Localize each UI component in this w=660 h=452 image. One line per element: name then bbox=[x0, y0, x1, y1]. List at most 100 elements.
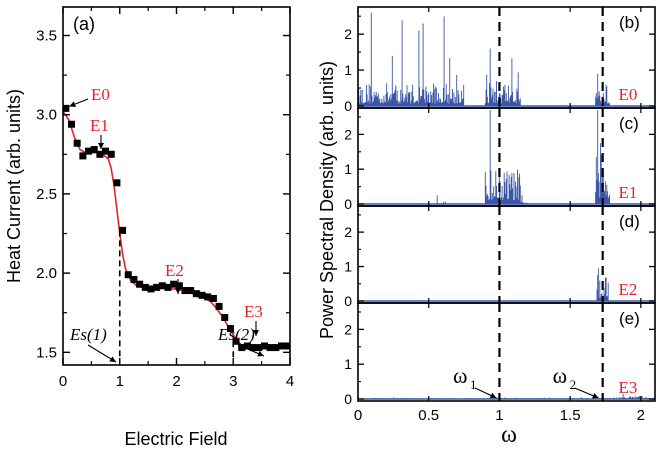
data-point bbox=[102, 147, 110, 155]
data-point bbox=[153, 283, 161, 291]
x-tick-label: 0 bbox=[354, 407, 362, 424]
arrow-e3-head bbox=[253, 330, 259, 336]
annotation-e1: E1 bbox=[90, 116, 109, 135]
panel-d: 0 1 2 (d) E2 bbox=[344, 205, 656, 309]
panel-a-data-layer bbox=[63, 104, 290, 361]
data-point bbox=[119, 226, 127, 234]
y-tick-label: 1 bbox=[344, 259, 352, 275]
panel-a-label: (a) bbox=[73, 14, 95, 34]
arrow-e2-head bbox=[175, 288, 181, 294]
panel-a-x-axis-title: Electric Field bbox=[124, 429, 227, 449]
psd-panels: 0 1 2 (b) E0 0 1 2 (c) E1 0 1 2 (d) E2 0 1 2 (e) E3 0 0.5 1 1.5… bbox=[344, 6, 656, 424]
panel-b-series-label: E0 bbox=[619, 85, 638, 104]
y-tick-label: 0 bbox=[344, 293, 352, 309]
data-point bbox=[175, 282, 183, 290]
panel-e-spectrum bbox=[358, 393, 655, 400]
x-tick-label: 0.5 bbox=[418, 407, 439, 424]
panel-d-label: (d) bbox=[619, 212, 640, 231]
arrow-es2 bbox=[237, 344, 265, 357]
data-point bbox=[158, 282, 166, 290]
omega1-label: ω bbox=[453, 363, 467, 388]
arrow-e3 bbox=[253, 321, 259, 336]
annotation-e2: E2 bbox=[165, 261, 184, 280]
data-point bbox=[204, 293, 212, 301]
arrow-omega2-head bbox=[591, 392, 599, 399]
y-tick-label: 2 bbox=[344, 224, 352, 240]
data-point bbox=[63, 104, 70, 112]
data-point bbox=[266, 344, 274, 352]
x-tick-label: 2 bbox=[637, 407, 645, 424]
annotation-e3: E3 bbox=[244, 302, 263, 321]
y-tick-label: 2 bbox=[344, 26, 352, 42]
data-point bbox=[187, 287, 195, 295]
data-point bbox=[124, 271, 132, 279]
y-tick-label: 0 bbox=[344, 196, 352, 212]
panel-e-label: (e) bbox=[619, 309, 640, 328]
arrow-e1-head bbox=[98, 143, 104, 149]
arrow-omega1-head bbox=[489, 392, 497, 399]
annotation-es1: Es(1) bbox=[69, 325, 107, 344]
data-point bbox=[164, 283, 172, 291]
panel-e: 0 1 2 (e) E3 bbox=[344, 302, 656, 407]
data-point bbox=[255, 344, 263, 352]
x-tick-label: 0 bbox=[59, 373, 67, 390]
omega2-subscript: 2 bbox=[570, 377, 577, 392]
data-point bbox=[181, 287, 189, 295]
panel-a: 0 1 2 3 4 1.5 2.0 2.5 3.0 3.5 E0 E1 E2 E3 Es(1) Es(2) (… bbox=[4, 6, 294, 449]
spectrum-segment bbox=[435, 195, 447, 204]
data-point bbox=[170, 280, 178, 288]
y-tick-label: 3.0 bbox=[36, 107, 57, 124]
y-tick-label: 1 bbox=[344, 161, 352, 177]
data-point bbox=[283, 342, 290, 350]
y-tick-label: 2 bbox=[344, 126, 352, 142]
panel-d-spectrum bbox=[358, 268, 655, 302]
data-point bbox=[96, 150, 104, 158]
spectrum-segment bbox=[358, 12, 465, 106]
spectrum-segment bbox=[484, 48, 521, 106]
data-point bbox=[68, 120, 76, 128]
data-point bbox=[198, 291, 206, 299]
data-point bbox=[107, 150, 115, 158]
spectrum-segment bbox=[358, 397, 655, 399]
panel-c: 0 1 2 (c) E1 bbox=[344, 107, 656, 212]
panel-c-spectrum bbox=[358, 110, 655, 205]
arrow-omega1 bbox=[474, 387, 497, 399]
omega2-label: ω bbox=[553, 363, 567, 388]
psd-x-axis-title: ω bbox=[501, 422, 517, 448]
data-point bbox=[113, 179, 121, 187]
data-point bbox=[141, 283, 149, 291]
data-point bbox=[243, 342, 251, 350]
data-point bbox=[136, 280, 144, 288]
arrow-omega2 bbox=[574, 387, 599, 399]
x-tick-label: 1 bbox=[495, 407, 503, 424]
spectrum-segment bbox=[484, 110, 521, 204]
data-point bbox=[209, 294, 217, 302]
data-point bbox=[260, 342, 268, 350]
panel-b: 0 1 2 (b) E0 bbox=[344, 6, 656, 114]
arrow-es2-head bbox=[257, 350, 264, 357]
data-point bbox=[147, 285, 155, 293]
data-point bbox=[215, 302, 223, 310]
data-point bbox=[249, 344, 257, 352]
annotation-e0: E0 bbox=[91, 85, 110, 104]
data-point bbox=[238, 344, 246, 352]
arrow-e0 bbox=[69, 98, 89, 107]
y-tick-label: 2 bbox=[344, 321, 352, 337]
data-point bbox=[79, 152, 87, 160]
y-tick-label: 2.5 bbox=[36, 186, 57, 203]
data-point bbox=[85, 147, 93, 155]
data-point bbox=[221, 313, 229, 321]
data-point bbox=[73, 139, 81, 147]
data-point bbox=[192, 290, 200, 298]
y-tick-label: 1 bbox=[344, 356, 352, 372]
psd-y-axis-title: Power Spectral Density (arb. units) bbox=[317, 61, 337, 339]
panel-d-series-label: E2 bbox=[619, 280, 638, 299]
y-tick-label: 2.0 bbox=[36, 265, 57, 282]
y-tick-label: 0 bbox=[344, 391, 352, 407]
panel-a-axes: 0 1 2 3 4 1.5 2.0 2.5 3.0 3.5 E0 E1 E2 E3 Es(1) Es(2) bbox=[36, 6, 294, 390]
data-point bbox=[90, 146, 98, 154]
data-point bbox=[226, 325, 234, 333]
data-point bbox=[272, 344, 280, 352]
arrow-e1 bbox=[98, 135, 104, 149]
